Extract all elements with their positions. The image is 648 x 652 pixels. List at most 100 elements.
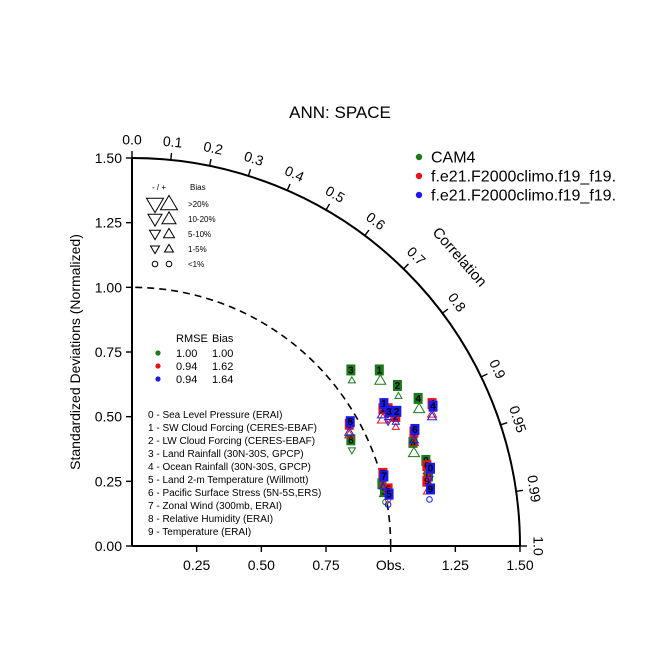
correlation-tick-label: 0.99 — [524, 474, 544, 503]
data-point-label: 8 — [347, 417, 353, 428]
variable-list-item: 0 - Sea Level Pressure (ERAI) — [148, 410, 283, 421]
stats-swatch — [155, 350, 161, 356]
y-tick-label: 0.25 — [95, 473, 122, 489]
data-point-marker — [408, 436, 420, 447]
correlation-tick-mark — [170, 152, 173, 161]
chart-title: ANN: SPACE — [289, 103, 391, 122]
data-point-label: 9 — [424, 477, 430, 488]
correlation-tick-mark — [403, 263, 409, 270]
x-tick-label: 0.25 — [183, 557, 210, 573]
series-2-points: 0 123 4 5 6 7 8 9 — [343, 398, 438, 508]
data-point-marker — [391, 422, 401, 430]
correlation-tick-label: 0.3 — [242, 148, 266, 169]
data-point-marker — [412, 402, 426, 414]
data-point-marker — [343, 426, 355, 436]
stats-swatch — [155, 376, 161, 382]
bias-key-label: 5-10% — [188, 230, 211, 239]
data-point-label: 3 — [386, 407, 392, 418]
stats-swatch — [155, 363, 161, 369]
data-point-label-box — [345, 416, 355, 428]
variable-list-item: 5 - Land 2-m Temperature (Willmott) — [148, 475, 308, 486]
data-point-label-box — [384, 405, 394, 417]
data-point-label: 2 — [394, 407, 400, 418]
bias-key: - / + Bias >20% 10-20% 5-10% 1-5% <1% — [145, 183, 216, 269]
x-tick-label: 1.25 — [442, 557, 469, 573]
variable-list-item: 1 - SW Cloud Forcing (CERES-EBAF) — [148, 423, 317, 434]
data-point-marker — [343, 429, 355, 439]
data-point-label-box — [379, 470, 389, 482]
correlation-tick-mark — [516, 489, 524, 492]
stats-header-bias: Bias — [212, 333, 234, 345]
stats-rmse-value: 0.94 — [176, 374, 197, 386]
correlation-tick-label: 0.2 — [202, 138, 224, 158]
data-point-label-box — [392, 379, 402, 391]
data-point-label-box — [410, 423, 420, 435]
data-point-label-box — [413, 392, 423, 404]
data-point-label-box — [425, 462, 435, 474]
variable-list-item: 6 - Pacific Surface Stress (5N-5S,ERS) — [148, 488, 321, 499]
correlation-tick-mark — [247, 168, 252, 177]
bias-key-marker-neg — [149, 245, 161, 255]
correlation-axis-label: Correlation — [429, 224, 490, 290]
data-point-marker — [426, 408, 438, 418]
variable-list-item: 2 - LW Cloud Forcing (CERES-EBAF) — [148, 436, 315, 447]
data-point-marker — [384, 501, 392, 508]
data-point-label: 4 — [415, 394, 421, 405]
x-tick-label: 0.50 — [248, 557, 275, 573]
y-tick-label: 1.25 — [95, 215, 122, 231]
data-point-label: 2 — [395, 381, 401, 392]
data-point-label-box — [425, 483, 435, 495]
variable-list-item: 9 - Temperature (ERAI) — [148, 527, 251, 538]
data-point-marker — [394, 391, 403, 399]
data-point-label: 5 — [386, 490, 392, 501]
correlation-tick-label: 1.0 — [530, 536, 546, 556]
bias-key-marker-neg — [147, 213, 163, 228]
correlation-arc — [131, 157, 521, 547]
legend-label: CAM4 — [431, 150, 476, 167]
legend-label: f.e21.F2000climo.f19_f19. — [431, 169, 616, 186]
bias-key-header-sign: - / + — [152, 183, 166, 192]
data-point-label-box — [346, 434, 356, 446]
x-tick-label: Obs. — [376, 557, 406, 573]
data-point-label-box — [392, 405, 402, 417]
correlation-tick-label: 0.9 — [486, 357, 509, 382]
data-point-label: 4 — [430, 402, 436, 413]
y-tick-label: 0.00 — [95, 538, 122, 554]
correlation-tick-mark — [208, 158, 212, 166]
data-point-label-box — [408, 436, 418, 448]
y-axis-label: Standardized Deviations (Normalized) — [67, 234, 83, 470]
data-point-label-box — [428, 400, 438, 412]
data-point-marker — [426, 411, 438, 421]
data-point-label: 2 — [393, 412, 399, 423]
correlation-tick-label: 0.8 — [445, 290, 470, 315]
data-point-label: 6 — [412, 425, 418, 436]
bias-key-header-bias: Bias — [190, 183, 206, 192]
bias-key-marker-neg — [151, 260, 159, 268]
bias-key-marker-neg — [145, 197, 165, 214]
correlation-tick-label: 0.6 — [363, 209, 388, 234]
variable-list-item: 7 - Zonal Wind (300mb, ERAI) — [148, 501, 282, 512]
series-legend: CAM4 f.e21.F2000climo.f19_f19. f.e21.F2000… — [415, 150, 616, 205]
correlation-tick-mark — [480, 373, 488, 378]
data-point-marker — [408, 434, 420, 444]
data-point-label-box — [374, 364, 384, 376]
legend-swatch — [415, 153, 423, 161]
bias-key-label: 1-5% — [188, 245, 207, 254]
data-point-marker — [347, 375, 357, 384]
data-point-marker — [391, 417, 401, 425]
bias-key-marker-pos — [163, 243, 175, 253]
y-tick-label: 0.75 — [95, 344, 122, 360]
data-point-marker — [373, 373, 387, 385]
legend-label: f.e21.F2000climo.f19_f19. — [431, 188, 616, 205]
correlation-tick-label: 0.5 — [323, 182, 348, 206]
correlation-tick-mark — [364, 229, 370, 237]
data-point-label-box — [346, 364, 356, 376]
bias-key-marker-pos — [162, 227, 176, 239]
stats-rmse-value: 1.00 — [176, 348, 197, 360]
data-point-label: 9 — [428, 484, 434, 495]
data-point-marker — [378, 481, 388, 490]
x-tick-label: 0.75 — [312, 557, 339, 573]
y-tick-label: 0.50 — [95, 409, 122, 425]
